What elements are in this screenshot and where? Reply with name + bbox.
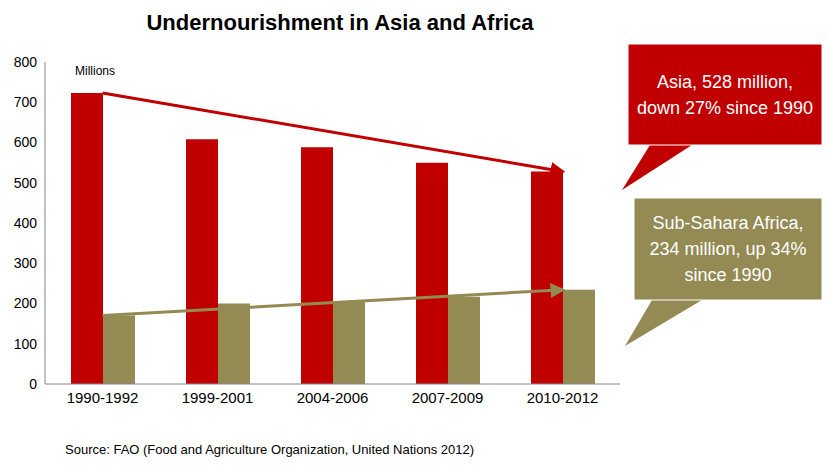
html-text:Asia, 528 million, down 27% si: Asia, 528 million, down 27% since 1990 [636,71,814,118]
svg-text:200: 200 [14,295,38,311]
svg-text:100: 100 [14,336,38,352]
svg-text:2004-2006: 2004-2006 [297,389,369,406]
svg-text:300: 300 [14,255,38,271]
svg-text:400: 400 [14,215,38,231]
html-text:Sub-Sahara Africa, 234 million: Sub-Sahara Africa, 234 million, up 34% s… [649,213,807,285]
svg-text:800: 800 [14,54,38,70]
svg-text:0: 0 [29,376,37,392]
svg-text:1990-1992: 1990-1992 [67,389,139,406]
svg-text:700: 700 [14,94,38,110]
html-text:Undernourishment in Asia and A: Undernourishment in Asia and Africa [146,10,534,35]
html-text:Millions: Millions [75,64,115,78]
svg-text:500: 500 [14,175,38,191]
svg-text:600: 600 [14,134,38,150]
svg-text:1999-2001: 1999-2001 [182,389,254,406]
svg-text:2010-2012: 2010-2012 [527,389,599,406]
html-text:Source: FAO (Food and Agricult: Source: FAO (Food and Agriculture Organi… [65,442,474,457]
svg-text:2007-2009: 2007-2009 [412,389,484,406]
